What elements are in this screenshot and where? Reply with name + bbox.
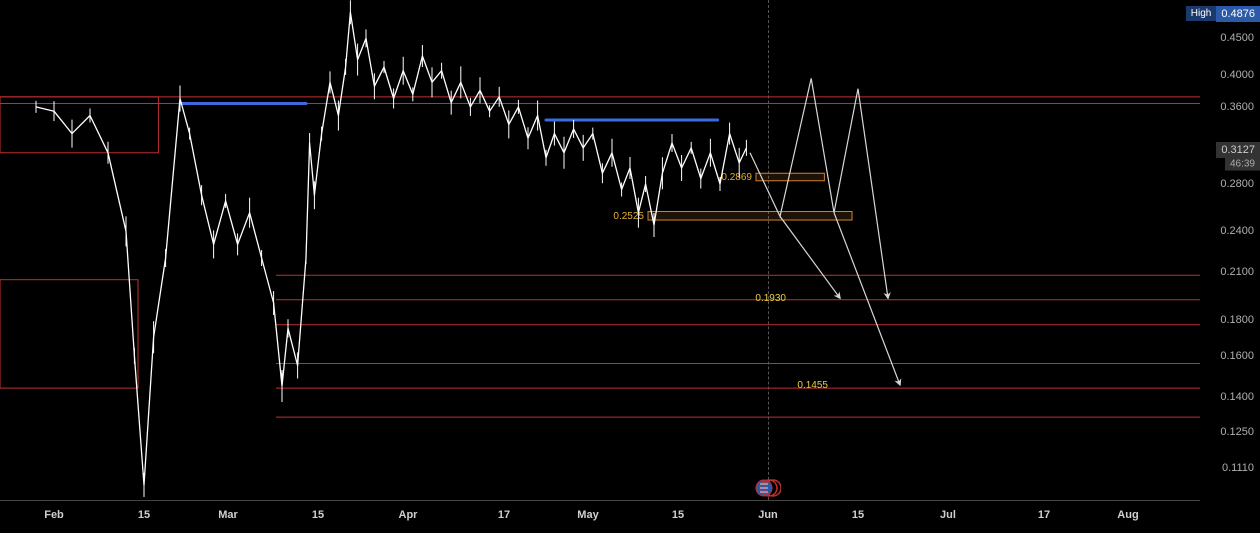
svg-text:0.2869: 0.2869 xyxy=(721,172,752,183)
chart-container: 0.28690.2525 0.19300.1455 USDT 0.11100.1… xyxy=(0,0,1260,533)
y-tick-label: 0.4000 xyxy=(1220,69,1254,81)
bar-countdown: 46:39 xyxy=(1225,158,1260,171)
y-tick-label: 0.1600 xyxy=(1220,350,1254,362)
high-price-badge: High 0.4876 xyxy=(1186,6,1260,22)
current-price-badge: 0.3127 xyxy=(1216,142,1260,158)
x-tick-label: Jun xyxy=(758,509,778,521)
plot-area[interactable]: 0.2869 0.2525 0.1930 0.1455 xyxy=(0,0,1200,500)
y-tick-label: 0.1110 xyxy=(1222,462,1254,474)
y-tick-label: 0.2100 xyxy=(1220,266,1254,278)
svg-text:0.1455: 0.1455 xyxy=(797,380,828,391)
x-tick-label: Apr xyxy=(399,509,418,521)
svg-text:0.1930: 0.1930 xyxy=(755,293,786,304)
time-cursor xyxy=(768,0,769,500)
x-tick-label: 17 xyxy=(498,509,510,521)
svg-text:0.2525: 0.2525 xyxy=(613,211,644,222)
x-tick-label: 17 xyxy=(1038,509,1050,521)
high-value: 0.4876 xyxy=(1216,6,1260,22)
date-flag-icon xyxy=(755,478,781,498)
x-tick-label: Aug xyxy=(1117,509,1138,521)
x-tick-label: Jul xyxy=(940,509,956,521)
y-axis[interactable]: USDT 0.11100.12500.14000.16000.18000.210… xyxy=(1200,0,1260,500)
x-tick-label: Feb xyxy=(44,509,64,521)
y-tick-label: 0.2800 xyxy=(1220,178,1254,190)
y-tick-label: 0.1400 xyxy=(1220,391,1254,403)
y-tick-label: 0.1250 xyxy=(1220,426,1254,438)
x-tick-label: May xyxy=(577,509,598,521)
high-label: High xyxy=(1186,6,1217,21)
x-tick-label: 15 xyxy=(672,509,684,521)
x-tick-label: 15 xyxy=(138,509,150,521)
chart-overlay-svg: 0.2869 0.2525 0.1930 0.1455 xyxy=(0,0,1200,500)
x-tick-label: Mar xyxy=(218,509,238,521)
x-tick-label: 15 xyxy=(852,509,864,521)
y-tick-label: 0.4500 xyxy=(1220,32,1254,44)
x-axis[interactable]: Feb 15 Mar 15 Apr 17 May 15 Jun 15 Jul 17 Aug xyxy=(0,500,1200,533)
y-tick-label: 0.2400 xyxy=(1220,225,1254,237)
y-tick-label: 0.1800 xyxy=(1220,314,1254,326)
y-tick-label: 0.3600 xyxy=(1220,101,1254,113)
x-tick-label: 15 xyxy=(312,509,324,521)
